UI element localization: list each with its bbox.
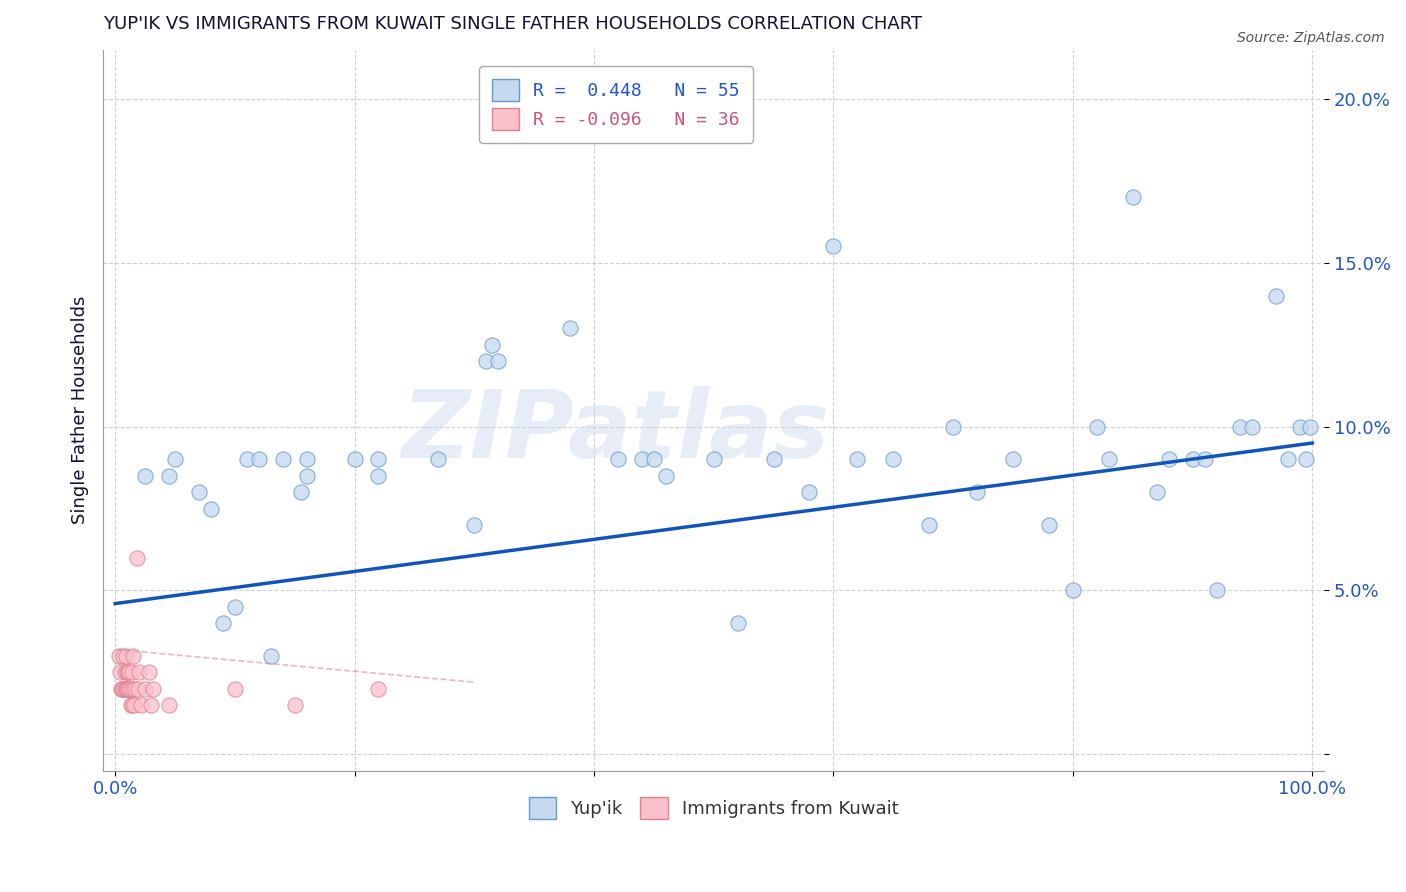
Point [134, 681, 156, 696]
Point [124, 681, 146, 696]
Point [1038, 518, 1060, 533]
Point [200, 501, 222, 516]
Point [127, 681, 149, 696]
Point [823, 239, 845, 253]
Point [120, 681, 142, 696]
Point [703, 452, 725, 467]
Point [1062, 583, 1084, 598]
Point [128, 665, 150, 680]
Point [131, 698, 153, 713]
Point [139, 698, 162, 713]
Text: YUP'IK VS IMMIGRANTS FROM KUWAIT SINGLE FATHER HOUSEHOLDS CORRELATION CHART: YUP'IK VS IMMIGRANTS FROM KUWAIT SINGLE … [103, 15, 922, 33]
Point [1277, 452, 1299, 467]
Point [762, 452, 785, 467]
Y-axis label: Single Father Households: Single Father Households [72, 296, 89, 524]
Point [142, 681, 165, 696]
Point [606, 452, 628, 467]
Point [1265, 288, 1288, 302]
Point [367, 452, 389, 467]
Point [122, 648, 145, 663]
Point [118, 665, 141, 680]
Point [1122, 190, 1144, 204]
Point [138, 665, 160, 680]
Point [224, 681, 246, 696]
Text: ZIPatlas: ZIPatlas [402, 386, 830, 478]
Point [631, 452, 654, 467]
Point [643, 452, 665, 467]
Point [134, 468, 156, 483]
Point [1001, 452, 1024, 467]
Point [475, 354, 498, 368]
Point [1205, 583, 1227, 598]
Point [727, 616, 749, 631]
Point [367, 468, 389, 483]
Point [115, 665, 138, 680]
Point [163, 452, 186, 467]
Point [121, 665, 143, 680]
Point [117, 681, 139, 696]
Point [115, 681, 138, 696]
Legend: Yup'ik, Immigrants from Kuwait: Yup'ik, Immigrants from Kuwait [522, 790, 905, 827]
Point [1085, 419, 1108, 434]
Point [187, 485, 209, 500]
Point [112, 648, 135, 663]
Point [367, 681, 389, 696]
Point [1299, 419, 1322, 434]
Point [918, 518, 941, 533]
Point [1295, 452, 1317, 467]
Point [271, 452, 294, 467]
Point [966, 485, 988, 500]
Point [655, 468, 678, 483]
Point [486, 354, 509, 368]
Point [558, 321, 581, 335]
Point [284, 698, 307, 713]
Point [107, 648, 129, 663]
Point [120, 698, 142, 713]
Point [247, 452, 270, 467]
Point [882, 452, 904, 467]
Point [343, 452, 366, 467]
Point [260, 648, 283, 663]
Point [1229, 419, 1251, 434]
Point [481, 337, 503, 351]
Point [942, 419, 965, 434]
Point [122, 681, 145, 696]
Point [114, 665, 136, 680]
Point [427, 452, 450, 467]
Point [295, 452, 318, 467]
Point [846, 452, 869, 467]
Point [117, 665, 139, 680]
Point [157, 698, 180, 713]
Point [1289, 419, 1312, 434]
Point [108, 665, 131, 680]
Point [463, 518, 485, 533]
Point [121, 698, 143, 713]
Point [1098, 452, 1121, 467]
Point [224, 599, 246, 614]
Point [111, 681, 134, 696]
Point [1146, 485, 1168, 500]
Point [211, 616, 233, 631]
Point [799, 485, 821, 500]
Point [122, 698, 145, 713]
Point [110, 681, 132, 696]
Point [114, 681, 136, 696]
Point [1194, 452, 1216, 467]
Point [115, 648, 138, 663]
Point [118, 681, 141, 696]
Point [1157, 452, 1180, 467]
Point [112, 681, 135, 696]
Point [1181, 452, 1204, 467]
Point [236, 452, 259, 467]
Point [125, 550, 148, 565]
Point [1241, 419, 1264, 434]
Point [290, 485, 312, 500]
Point [295, 468, 318, 483]
Point [157, 468, 180, 483]
Text: Source: ZipAtlas.com: Source: ZipAtlas.com [1237, 31, 1385, 45]
Point [115, 681, 138, 696]
